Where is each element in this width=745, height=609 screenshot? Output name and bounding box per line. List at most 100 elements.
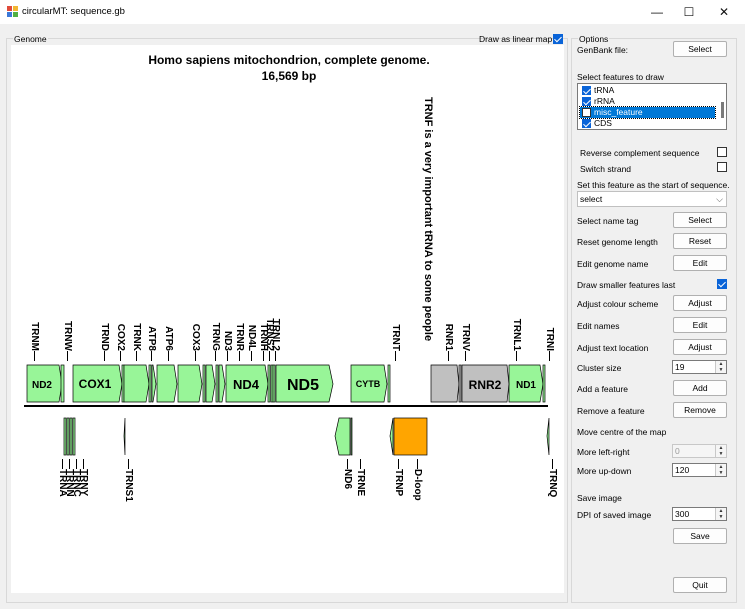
- feature-TRNV: [458, 364, 462, 403]
- feature-item-rrna[interactable]: rRNA: [580, 96, 715, 107]
- feature-TRNE: [350, 417, 353, 456]
- feature-item-trna[interactable]: tRNA: [580, 85, 715, 96]
- feature-cds-label: CDS: [594, 118, 612, 128]
- feature-ND4: [225, 364, 269, 403]
- feature-cds-checkbox[interactable]: [582, 119, 591, 128]
- smaller-last-checkbox[interactable]: [717, 279, 727, 289]
- map-length: 16,569 bp: [262, 69, 317, 83]
- edit-names-label: Edit names: [577, 321, 620, 331]
- maximize-icon[interactable]: ☐: [683, 5, 695, 19]
- feature-TRNI: [542, 364, 546, 403]
- feature-trna-label: tRNA: [594, 85, 615, 95]
- reverse-complement-checkbox[interactable]: [717, 147, 727, 157]
- box-label-cox1: COX1: [79, 377, 112, 391]
- genome-map: Homo sapiens mitochondrion, complete gen…: [24, 53, 558, 502]
- quit-button[interactable]: Quit: [673, 577, 727, 593]
- top-label-rnr1: RNR1—: [443, 324, 454, 361]
- window-title: circularMT: sequence.gb: [22, 6, 125, 17]
- colour-scheme-button[interactable]: Adjust: [673, 295, 727, 311]
- start-feature-label: Set this feature as the start of sequenc…: [577, 180, 730, 190]
- map-title: Homo sapiens mitochondrion, complete gen…: [148, 53, 429, 67]
- smaller-last-label: Draw smaller features last: [577, 280, 676, 290]
- feature-TRNK: [148, 364, 152, 403]
- map-canvas: Homo sapiens mitochondrion, complete gen…: [11, 45, 564, 593]
- features-scrollbar[interactable]: [721, 102, 724, 118]
- top-label-trnd: TRND—: [99, 323, 110, 361]
- minimize-icon[interactable]: —: [651, 5, 663, 19]
- colour-scheme-label: Adjust colour scheme: [577, 299, 659, 309]
- top-label-trnw: TRNW—: [62, 321, 73, 361]
- feature-TRNQ: [546, 417, 550, 456]
- cluster-size-label: Cluster size: [577, 363, 622, 373]
- bottom-label-trnp: —TRNP: [393, 459, 404, 497]
- dpi-spinner[interactable]: ▲ ▼: [715, 508, 726, 520]
- box-label-nd2: ND2: [32, 380, 52, 391]
- edit-genome-name-button[interactable]: Edit: [673, 255, 727, 271]
- remove-feature-button[interactable]: Remove: [673, 402, 727, 418]
- feature-ATP8: [151, 364, 157, 403]
- feature-TRNN: [66, 417, 70, 456]
- features-label: Select features to draw: [577, 72, 664, 82]
- start-feature-select[interactable]: select ⌵: [577, 191, 727, 207]
- feature-rrna-checkbox[interactable]: [582, 97, 591, 106]
- cluster-size-spinner[interactable]: ▲ ▼: [715, 361, 726, 373]
- feature-trna-checkbox[interactable]: [582, 86, 591, 95]
- feature-TRNW: [60, 364, 65, 403]
- genbank-label: GenBank file:: [577, 45, 629, 55]
- genbank-select-button[interactable]: Select: [673, 41, 727, 57]
- top-label-cox3: COX3—: [190, 324, 201, 361]
- text-location-button[interactable]: Adjust: [673, 339, 727, 355]
- top-label-trnl2: TRNL2—: [270, 319, 281, 361]
- switch-strand-checkbox[interactable]: [717, 162, 727, 172]
- dpi-input[interactable]: 300 ▲ ▼: [672, 507, 727, 521]
- genome-group: Genome: [6, 34, 568, 603]
- top-label-atp6: ATP6—: [163, 326, 174, 361]
- reset-length-label: Reset genome length: [577, 237, 658, 247]
- chevron-down-icon: ⌵: [716, 194, 723, 204]
- start-feature-value: select: [580, 194, 603, 204]
- feature-ND4L: [218, 364, 226, 403]
- top-label-trnh: TRNH—: [258, 323, 269, 361]
- feature-TRNP: [389, 417, 394, 456]
- bottom-label-trnc: —TRNC: [71, 459, 82, 497]
- feature-TRNY: [72, 417, 76, 456]
- add-feature-button[interactable]: Add: [673, 380, 727, 396]
- reverse-complement-label: Reverse complement sequence: [580, 148, 700, 158]
- linear-map-checkbox[interactable]: [553, 34, 563, 44]
- box-label-nd1: ND1: [516, 380, 536, 391]
- features-listbox[interactable]: tRNA rRNA misc_feature CDS: [577, 83, 727, 130]
- top-label-nd3: ND3—: [222, 331, 233, 361]
- reset-length-button[interactable]: Reset: [673, 233, 727, 249]
- feature-RNR1: [430, 364, 460, 403]
- feature-TRNC: [69, 417, 73, 456]
- remove-feature-label: Remove a feature: [577, 406, 645, 416]
- map-annotation: TRNF is a very important tRNA to some pe…: [422, 97, 434, 341]
- top-label-group: TRNM— TRNW— TRND— COX2— TRNK— ATP8— ATP6— COX3—…: [29, 318, 555, 361]
- top-label-trng: TRNG—: [210, 323, 221, 361]
- top-label-trnl1: TRNL1—: [511, 319, 522, 361]
- feature-TRNR: [215, 364, 219, 403]
- app-icon: [7, 6, 18, 17]
- left-right-input[interactable]: 0 ▲ ▼: [672, 444, 727, 458]
- up-down-spinner[interactable]: ▲ ▼: [715, 464, 726, 476]
- up-down-label: More up-down: [577, 466, 632, 476]
- feature-ATP6: [156, 364, 178, 403]
- feature-item-cds[interactable]: CDS: [580, 118, 715, 129]
- feature-CYTB: [350, 364, 388, 403]
- left-right-spinner[interactable]: ▲ ▼: [715, 445, 726, 457]
- feature-TRNL2: [272, 364, 276, 403]
- top-label-trns2: TRNS2—: [264, 318, 275, 361]
- feature-TRNT: [387, 364, 391, 403]
- edit-names-button[interactable]: Edit: [673, 317, 727, 333]
- cluster-size-input[interactable]: 19 ▲ ▼: [672, 360, 727, 374]
- move-centre-label: Move centre of the map: [577, 427, 667, 437]
- close-icon[interactable]: ✕: [718, 5, 730, 19]
- feature-item-misc-feature[interactable]: misc_feature: [579, 106, 716, 119]
- options-group-legend: Options: [578, 34, 610, 44]
- name-tag-button[interactable]: Select: [673, 212, 727, 228]
- feature-COX2: [123, 364, 150, 403]
- top-label-trnr: TRNR—: [234, 323, 245, 361]
- save-button[interactable]: Save: [673, 528, 727, 544]
- up-down-input[interactable]: 120 ▲ ▼: [672, 463, 727, 477]
- feature-misc-feature-checkbox[interactable]: [582, 108, 591, 117]
